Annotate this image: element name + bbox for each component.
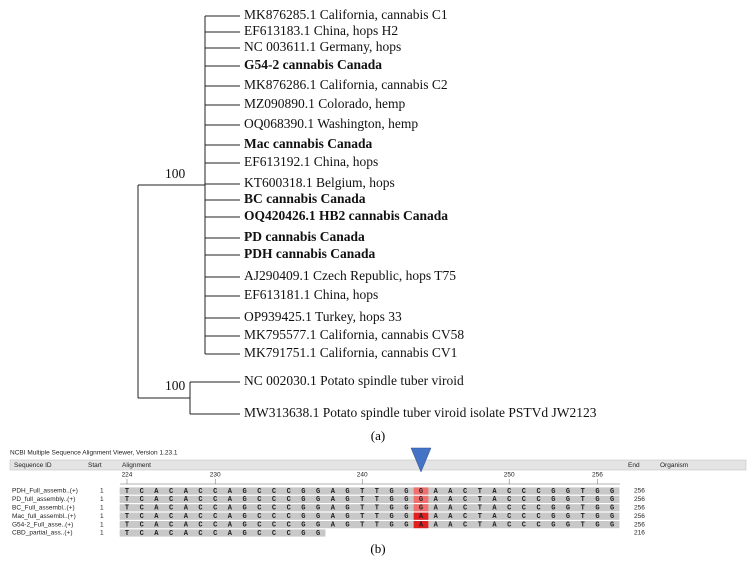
leaf-label: MK876285.1 California, cannabis C1 <box>244 7 448 22</box>
sequence seq: TCACACCAGCCCGG <box>125 530 331 538</box>
leaf-label: OQ420426.1 HB2 cannabis Canada <box>244 208 448 223</box>
alignment-viewer: NCBI Multiple Sequence Alignment Viewer,… <box>9 447 747 538</box>
viewer-title: NCBI Multiple Sequence Alignment Viewer,… <box>10 450 178 457</box>
leaf-label: PDH cannabis Canada <box>244 246 376 261</box>
bootstrap-label: 100 <box>165 166 186 181</box>
position-marker <box>410 447 432 473</box>
start: 1 <box>100 505 104 512</box>
start: 1 <box>100 513 104 520</box>
sequence seq: TCACACCAGCCCGGAGTTGGGAACTACCCGGTGG <box>125 496 625 504</box>
ruler-label: 224 <box>122 472 133 479</box>
column-header: End <box>628 462 640 469</box>
sequence-id: G54-2_Full_asse..(+) <box>12 521 73 528</box>
sequence-id: PD_full_assembly..(+) <box>12 496 75 503</box>
sequence-id: BC_Full_assembl..(+) <box>12 505 75 512</box>
leaf-label: PD cannabis Canada <box>244 229 365 244</box>
variant-highlight <box>413 504 429 512</box>
sequence-bg <box>119 504 620 512</box>
sequence seq: TCACACCAGCCCGGAGTTGGAAACTACCCGGTGG <box>125 521 625 529</box>
leaf-label: MK791751.1 California, cannabis CV1 <box>244 345 457 360</box>
leaf-label: MW313638.1 Potato spindle tuber viroid i… <box>244 405 597 420</box>
variant-highlight <box>413 521 429 529</box>
sequence-id: PDH_Full_assemb..(+) <box>12 488 78 495</box>
variant-highlight <box>413 487 429 495</box>
ruler-label: 250 <box>504 472 515 479</box>
leaf-label: MK876286.1 California, cannabis C2 <box>244 77 448 92</box>
sequence-bg <box>119 512 620 520</box>
phylogenetic-tree: MK876285.1 California, cannabis C1EF6131… <box>137 7 597 420</box>
start: 1 <box>100 521 104 528</box>
column-header: Alignment <box>122 462 151 469</box>
ruler-label: 240 <box>357 472 368 479</box>
sequence-bg <box>119 521 620 529</box>
end: 256 <box>634 521 645 528</box>
leaf-label: BC cannabis Canada <box>244 191 366 206</box>
end: 216 <box>634 530 645 537</box>
leaf-label: G54-2 cannabis Canada <box>244 57 382 72</box>
ruler-label: 256 <box>592 472 603 479</box>
start: 1 <box>100 496 104 503</box>
leaf-label: NC 003611.1 Germany, hops <box>244 39 401 54</box>
variant-highlight <box>413 495 429 503</box>
leaf-label: OQ068390.1 Washington, hemp <box>244 116 418 131</box>
sequence seq: TCACACCAGCCCGGAGTTGGGAACTACCCGGTGG <box>125 488 625 496</box>
column-header: Start <box>88 462 102 469</box>
leaf-label: EF613183.1 China, hops H2 <box>244 23 398 38</box>
ruler-label: 230 <box>210 472 221 479</box>
sequence seq: TCACACCAGCCCGGAGTTGGAAACTACCCGGTGG <box>125 513 625 521</box>
bootstrap-label: 100 <box>165 378 186 393</box>
leaf-label: KT600318.1 Belgium, hops <box>244 175 395 190</box>
leaf-label: MZ090890.1 Colorado, hemp <box>244 96 405 111</box>
leaf-label: MK795577.1 California, cannabis CV58 <box>244 327 464 342</box>
header-bar <box>9 459 747 471</box>
start: 1 <box>100 488 104 495</box>
leaf-label: OP939425.1 Turkey, hops 33 <box>244 309 402 324</box>
column-header: Organism <box>660 462 688 469</box>
sequence-bg <box>119 495 620 503</box>
leaf-label: EF613181.1 China, hops <box>244 287 378 302</box>
caption-b: (b) <box>370 541 385 556</box>
end: 256 <box>634 488 645 495</box>
sequence-id: Mac_full_assembl..(+) <box>12 513 76 520</box>
end: 256 <box>634 496 645 503</box>
leaf-label: NC 002030.1 Potato spindle tuber viroid <box>244 373 464 388</box>
leaf-label: Mac cannabis Canada <box>244 136 373 151</box>
sequence-bg <box>119 487 620 495</box>
variant-highlight <box>413 512 429 520</box>
sequence seq: TCACACCAGCCCGGAGTTGGGAACTACCCGGTGG <box>125 505 625 513</box>
sequence-id: CBD_partial_ass..(+) <box>12 530 73 537</box>
end: 256 <box>634 505 645 512</box>
caption-a: (a) <box>371 428 385 443</box>
sequence-bg <box>119 529 326 537</box>
leaf-label: AJ290409.1 Czech Republic, hops T75 <box>244 268 456 283</box>
column-header: Sequence ID <box>14 462 52 469</box>
start: 1 <box>100 530 104 537</box>
end: 256 <box>634 513 645 520</box>
leaf-label: EF613192.1 China, hops <box>244 154 378 169</box>
